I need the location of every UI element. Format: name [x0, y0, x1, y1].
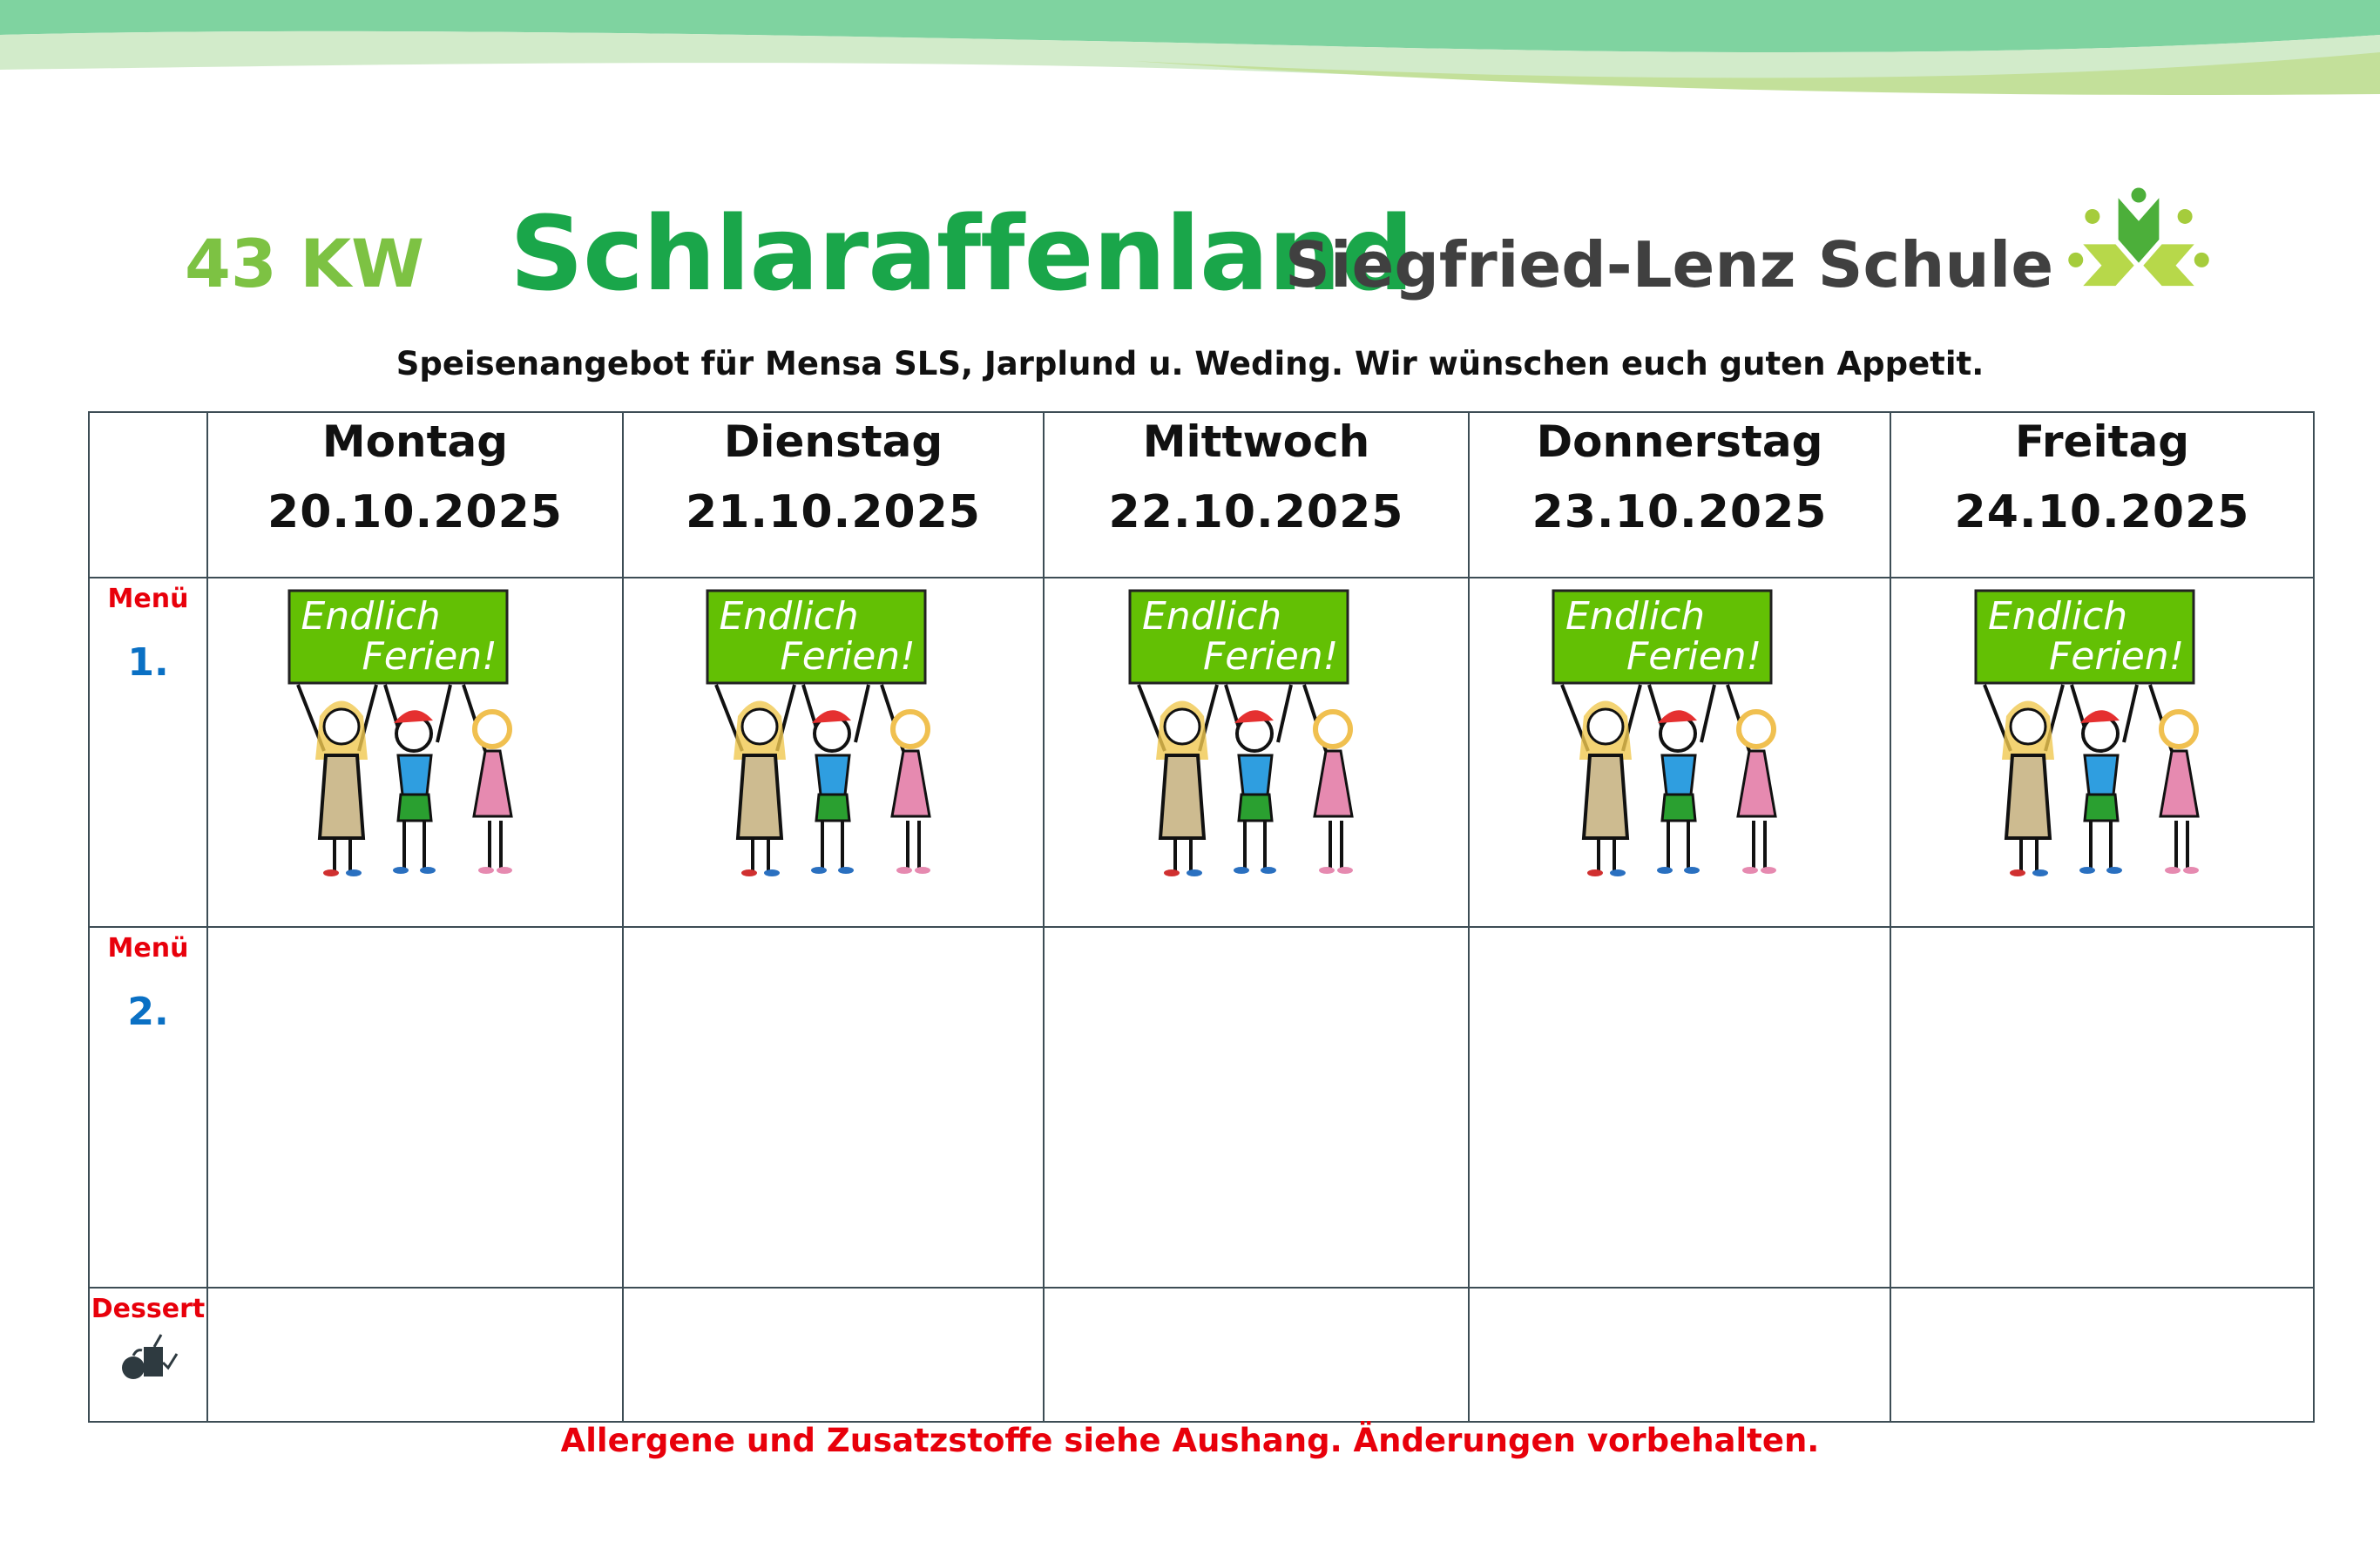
- subtitle: Speisenangebot für Mensa SLS, Jarplund u…: [396, 345, 1984, 382]
- school-logo: [2068, 187, 2209, 287]
- menu2-cell-monday: [206, 926, 624, 1289]
- week-number: 43 KW: [185, 225, 424, 302]
- day-header-tuesday: Dienstag 21.10.2025: [622, 411, 1045, 578]
- holiday-kids-image: Endlich Ferien!: [272, 585, 559, 877]
- sign-text-line1: Endlich: [301, 594, 441, 639]
- menu-number: 2.: [127, 990, 169, 1034]
- sign-text-line1: Endlich: [719, 594, 859, 639]
- sign-text-line2: Ferien!: [780, 634, 916, 679]
- day-name: Mittwoch: [1142, 416, 1370, 467]
- holiday-kids-image: Endlich Ferien!: [1536, 585, 1823, 877]
- holiday-kids-image: Endlich Ferien!: [690, 585, 977, 877]
- menu2-cell-wednesday: [1043, 926, 1470, 1289]
- menu2-label-cell: Menü 2.: [88, 926, 208, 1289]
- footer-note: Allergene und Zusatzstoffe siehe Aushang…: [560, 1422, 1820, 1459]
- sign-text-line2: Ferien!: [1203, 634, 1339, 679]
- sign-text-line1: Endlich: [1142, 594, 1282, 639]
- dessert-cell-friday: [1890, 1287, 2315, 1423]
- menu2-cell-thursday: [1468, 926, 1891, 1289]
- day-header-thursday: Donnerstag 23.10.2025: [1468, 411, 1891, 578]
- holiday-kids-image: Endlich Ferien!: [1112, 585, 1400, 877]
- day-header-wednesday: Mittwoch 22.10.2025: [1043, 411, 1470, 578]
- sign-text-line2: Ferien!: [2049, 634, 2185, 679]
- sign-text-line2: Ferien!: [1626, 634, 1762, 679]
- day-name: Dienstag: [723, 416, 943, 467]
- day-name: Montag: [321, 416, 509, 467]
- sign-text-line2: Ferien!: [362, 634, 497, 679]
- dessert-cell-monday: [206, 1287, 624, 1423]
- menu1-cell-wednesday: Endlich Ferien!: [1043, 577, 1470, 928]
- menu1-cell-tuesday: Endlich Ferien!: [622, 577, 1045, 928]
- menu2-row: Menü 2.: [88, 926, 2315, 1289]
- dessert-label: Dessert: [91, 1294, 206, 1324]
- menu1-cell-monday: Endlich Ferien!: [206, 577, 624, 928]
- menu-table: Montag 20.10.2025 Dienstag 21.10.2025 Mitt…: [88, 411, 2315, 1423]
- menu-label: Menü: [107, 933, 189, 964]
- corner-cell: [88, 411, 208, 578]
- menu1-cell-friday: Endlich Ferien!: [1890, 577, 2315, 928]
- menu-label: Menü: [107, 584, 189, 614]
- day-header-monday: Montag 20.10.2025: [206, 411, 624, 578]
- day-name: Donnerstag: [1536, 416, 1823, 467]
- sign-text-line1: Endlich: [1988, 594, 2128, 639]
- dessert-label-cell: Dessert: [88, 1287, 208, 1423]
- day-date: 22.10.2025: [1108, 486, 1404, 538]
- dessert-row: Dessert: [88, 1287, 2315, 1423]
- header-row: Montag 20.10.2025 Dienstag 21.10.2025 Mitt…: [88, 411, 2315, 578]
- menu-number: 1.: [127, 640, 169, 685]
- dessert-cell-tuesday: [622, 1287, 1045, 1423]
- menu2-cell-friday: [1890, 926, 2315, 1289]
- holiday-kids-image: Endlich Ferien!: [1958, 585, 2246, 877]
- sign-text-line1: Endlich: [1565, 594, 1706, 639]
- dessert-cell-wednesday: [1043, 1287, 1470, 1423]
- header-wave-banner: [0, 0, 2380, 96]
- day-date: 21.10.2025: [686, 486, 981, 538]
- school-name: Siegfried-Lenz Schule: [1285, 228, 2054, 301]
- menu1-cell-thursday: Endlich Ferien!: [1468, 577, 1891, 928]
- day-date: 20.10.2025: [267, 486, 563, 538]
- dessert-cell-thursday: [1468, 1287, 1891, 1423]
- menu1-row: Menü 1. Endlich Ferien! Endlich Ferien! End…: [88, 577, 2315, 928]
- day-header-friday: Freitag 24.10.2025: [1890, 411, 2315, 578]
- dessert-icon: [122, 1334, 179, 1379]
- menu2-cell-tuesday: [622, 926, 1045, 1289]
- menu1-label-cell: Menü 1.: [88, 577, 208, 928]
- day-date: 24.10.2025: [1954, 486, 2250, 538]
- page-title: Schlaraffenland: [510, 193, 1414, 314]
- day-name: Freitag: [2014, 416, 2190, 467]
- day-date: 23.10.2025: [1531, 486, 1828, 538]
